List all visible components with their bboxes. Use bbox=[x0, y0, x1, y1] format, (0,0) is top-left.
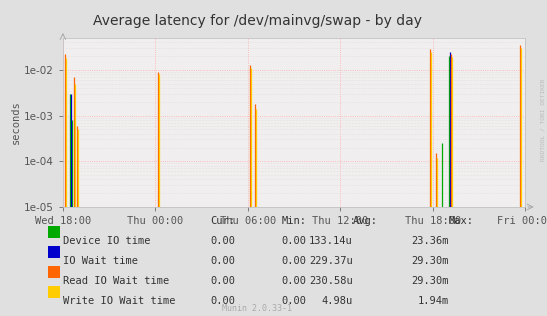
Text: Max:: Max: bbox=[449, 216, 474, 227]
Text: 229.37u: 229.37u bbox=[309, 256, 353, 266]
Text: 29.30m: 29.30m bbox=[411, 256, 449, 266]
Text: 0.00: 0.00 bbox=[211, 296, 236, 306]
Text: 0.00: 0.00 bbox=[211, 256, 236, 266]
Text: 0.00: 0.00 bbox=[282, 276, 307, 286]
Text: IO Wait time: IO Wait time bbox=[63, 256, 138, 266]
Text: 0.00: 0.00 bbox=[211, 276, 236, 286]
Text: Avg:: Avg: bbox=[353, 216, 378, 227]
Text: 4.98u: 4.98u bbox=[322, 296, 353, 306]
Text: Munin 2.0.33-1: Munin 2.0.33-1 bbox=[222, 305, 292, 313]
Text: RRDTOOL / TOBI OETIKER: RRDTOOL / TOBI OETIKER bbox=[541, 79, 546, 161]
Text: Write IO Wait time: Write IO Wait time bbox=[63, 296, 176, 306]
Text: 1.94m: 1.94m bbox=[417, 296, 449, 306]
Text: 133.14u: 133.14u bbox=[309, 236, 353, 246]
Text: Read IO Wait time: Read IO Wait time bbox=[63, 276, 169, 286]
Text: Average latency for /dev/mainvg/swap - by day: Average latency for /dev/mainvg/swap - b… bbox=[92, 14, 422, 28]
Text: Cur:: Cur: bbox=[211, 216, 236, 227]
Text: 0.00: 0.00 bbox=[211, 236, 236, 246]
Text: 29.30m: 29.30m bbox=[411, 276, 449, 286]
Text: Device IO time: Device IO time bbox=[63, 236, 150, 246]
Text: 0.00: 0.00 bbox=[282, 256, 307, 266]
Text: 0.00: 0.00 bbox=[282, 296, 307, 306]
Text: 230.58u: 230.58u bbox=[309, 276, 353, 286]
Text: 23.36m: 23.36m bbox=[411, 236, 449, 246]
Y-axis label: seconds: seconds bbox=[11, 100, 21, 144]
Text: Min:: Min: bbox=[282, 216, 307, 227]
Text: 0.00: 0.00 bbox=[282, 236, 307, 246]
